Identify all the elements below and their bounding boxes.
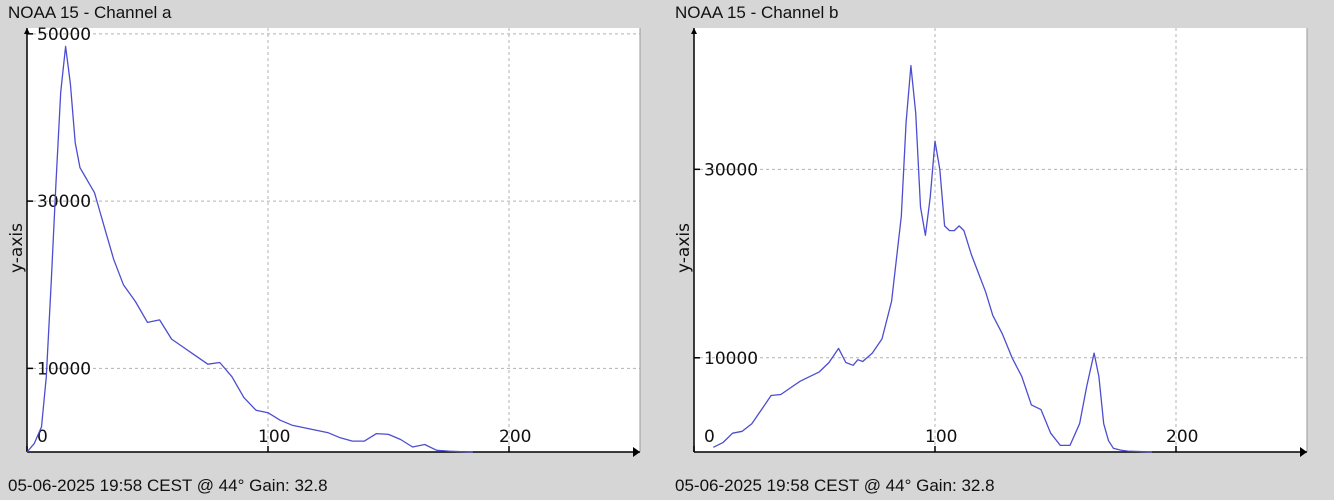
chart-panel-channel-a: NOAA 15 - Channel a 10000 30000 50000 0 100 2… bbox=[0, 0, 652, 500]
series-line bbox=[713, 65, 1152, 453]
plot-area bbox=[694, 28, 1307, 452]
x-tick-label: 0 bbox=[704, 427, 715, 447]
y-axis-label: y-axis bbox=[674, 223, 694, 273]
x-tick-label: 200 bbox=[1166, 427, 1198, 447]
y-axis-arrow-icon bbox=[691, 28, 697, 34]
y-tick-label: 30000 bbox=[37, 192, 91, 212]
plot-area bbox=[27, 28, 640, 452]
chart-title: NOAA 15 - Channel b bbox=[675, 3, 839, 22]
x-tick-label: 0 bbox=[37, 427, 48, 447]
y-tick-label: 30000 bbox=[704, 160, 758, 180]
y-tick-label: 10000 bbox=[37, 359, 91, 379]
chart-title: NOAA 15 - Channel a bbox=[8, 3, 172, 22]
line-chart-channel-a: 10000 30000 50000 0 100 200 y-axis bbox=[7, 25, 641, 457]
y-tick-label: 10000 bbox=[704, 349, 758, 369]
chart-panel-channel-b: NOAA 15 - Channel b 10000 30000 0 100 200 y-a… bbox=[667, 0, 1319, 500]
y-axis-label: y-axis bbox=[7, 223, 27, 273]
line-chart-channel-b: 10000 30000 0 100 200 y-axis bbox=[674, 28, 1308, 457]
series-line bbox=[26, 45, 473, 453]
y-axis-arrow-icon bbox=[24, 28, 30, 34]
x-tick-label: 100 bbox=[258, 427, 290, 447]
y-tick-label: 50000 bbox=[37, 25, 91, 45]
x-axis-arrow-icon bbox=[633, 447, 640, 457]
x-tick-label: 100 bbox=[925, 427, 957, 447]
timestamp-footer: 05-06-2025 19:58 CEST @ 44° Gain: 32.8 bbox=[8, 476, 328, 495]
x-tick-label: 200 bbox=[499, 427, 531, 447]
timestamp-footer: 05-06-2025 19:58 CEST @ 44° Gain: 32.8 bbox=[675, 476, 995, 495]
x-axis-arrow-icon bbox=[1300, 447, 1307, 457]
